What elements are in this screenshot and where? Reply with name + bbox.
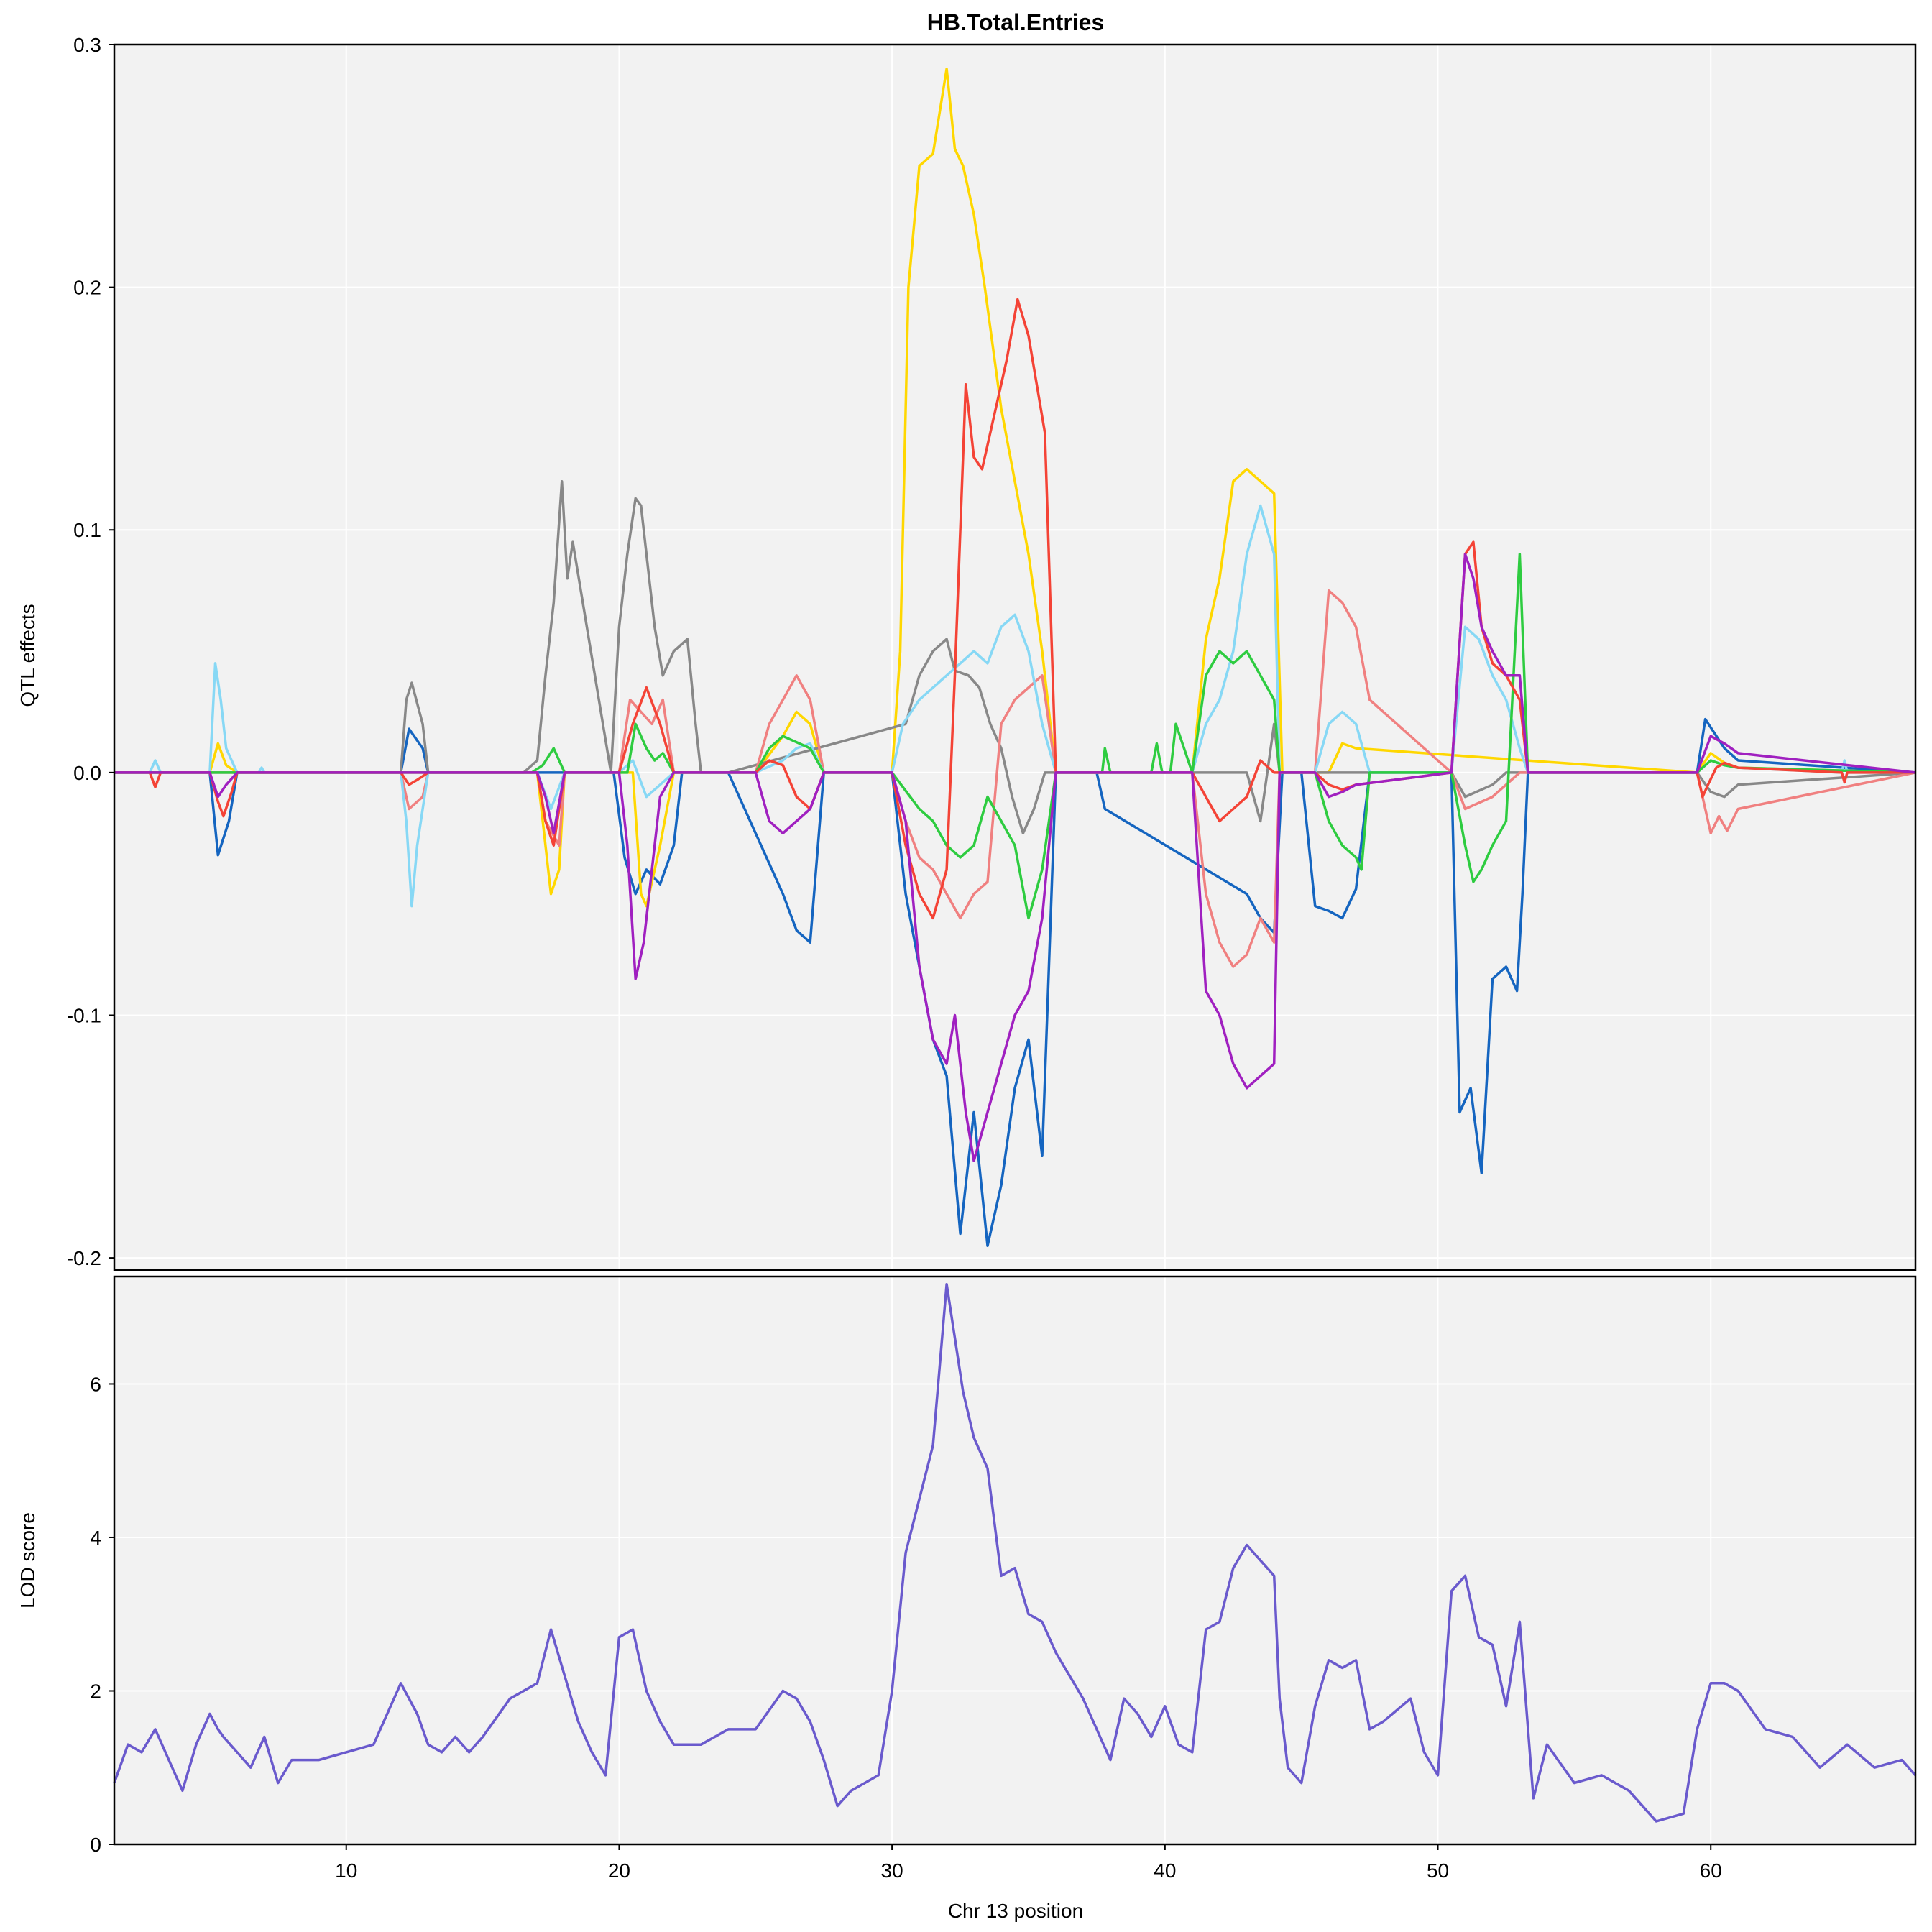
effects-y-tick-label: 0.1 — [73, 519, 101, 541]
effects-y-tick-label: -0.1 — [67, 1004, 101, 1026]
x-tick-label: 50 — [1427, 1859, 1449, 1882]
x-tick-label: 40 — [1154, 1859, 1176, 1882]
x-axis: 10 20 30 40 50 60 — [335, 1844, 1722, 1882]
effects-panel: -0.2 -0.1 0.0 0.1 0.2 0.3 QTL effects — [17, 34, 1917, 1271]
lod-y-tick-label: 2 — [90, 1680, 101, 1702]
lod-y-tick-label: 0 — [90, 1834, 101, 1856]
effects-series — [114, 68, 1916, 1247]
x-tick-label: 30 — [881, 1859, 903, 1882]
effects-y-tick-label: -0.2 — [67, 1247, 101, 1269]
lod-y-tick-label: 4 — [90, 1527, 101, 1549]
effects-y-tick-label: 0.3 — [73, 34, 101, 56]
effects-y-axis: -0.2 -0.1 0.0 0.1 0.2 0.3 — [67, 34, 114, 1269]
effects-panel-background — [114, 45, 1915, 1270]
lod-series — [113, 1282, 1917, 1823]
lod-y-axis-label: LOD score — [17, 1512, 39, 1609]
lod-panel-background — [114, 1276, 1915, 1844]
lod-y-tick-label: 6 — [90, 1373, 101, 1395]
x-tick-label: 10 — [335, 1859, 357, 1882]
x-axis-label: Chr 13 position — [948, 1900, 1083, 1922]
chart-title: HB.Total.Entries — [927, 9, 1105, 35]
effects-panel-border — [113, 43, 1917, 1271]
effects-series-line-4 — [114, 589, 1916, 968]
x-tick-label: 60 — [1700, 1859, 1722, 1882]
effects-y-tick-label: 0.0 — [73, 762, 101, 784]
lod-series-line-1 — [113, 1282, 1917, 1823]
effects-series-line-8 — [114, 553, 1916, 1162]
lod-panel-border — [113, 1275, 1917, 1846]
effects-series-line-1 — [114, 717, 1916, 1247]
effects-y-axis-label: QTL effects — [17, 604, 39, 707]
effects-y-tick-label: 0.2 — [73, 277, 101, 299]
x-tick-label: 20 — [608, 1859, 630, 1882]
lod-panel: 0 2 4 6 10 20 30 40 50 60 LOD score Chr 13 posit… — [17, 1275, 1917, 1922]
lod-y-axis: 0 2 4 6 — [90, 1373, 114, 1856]
